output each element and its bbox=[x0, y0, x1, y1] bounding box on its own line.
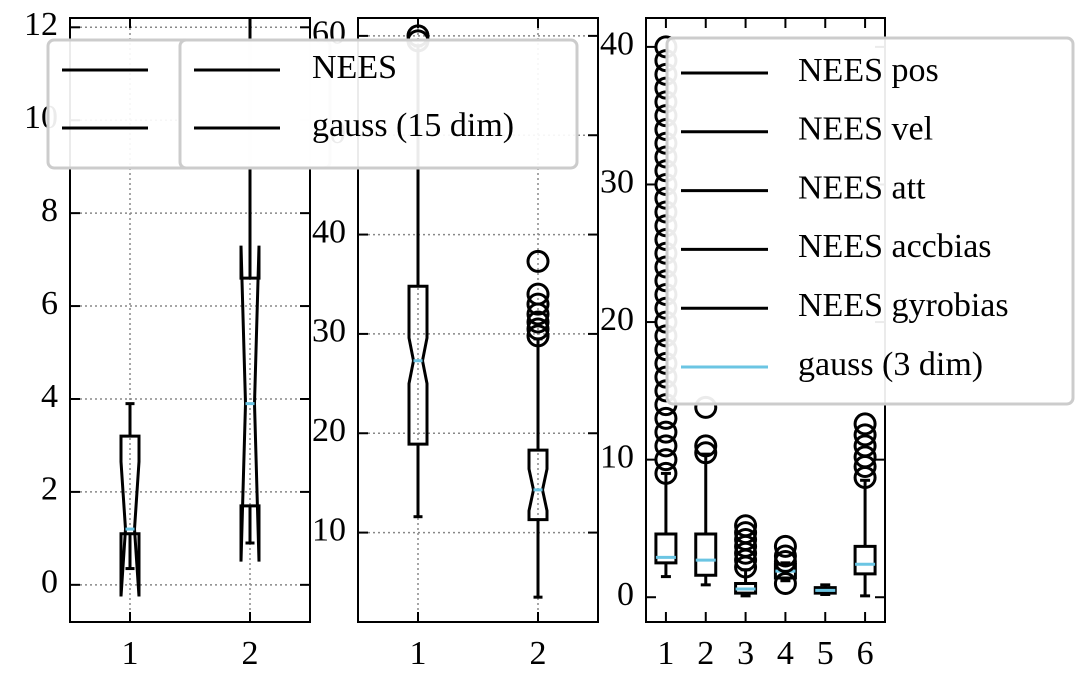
x-tick-label: 1 bbox=[657, 635, 674, 672]
x-tick-label: 1 bbox=[122, 635, 139, 672]
legend-label: gauss (15 dim) bbox=[312, 107, 514, 144]
y-tick-label: 12 bbox=[24, 6, 58, 43]
flier bbox=[734, 521, 758, 545]
axes-frame bbox=[357, 17, 599, 623]
x-tick-label: 2 bbox=[530, 635, 547, 672]
legend-label: gauss (3 dim) bbox=[798, 346, 983, 383]
y-tick-label: 20 bbox=[312, 412, 346, 449]
y-tick-label: 0 bbox=[41, 564, 58, 601]
legend-box bbox=[665, 36, 1075, 406]
x-tick-label: 3 bbox=[737, 635, 754, 672]
box bbox=[654, 532, 678, 565]
x-tick-label: 4 bbox=[777, 635, 794, 672]
x-tick-label: 5 bbox=[817, 635, 834, 672]
flier bbox=[853, 412, 877, 436]
legend-label: NEES att bbox=[798, 169, 926, 206]
flier bbox=[773, 544, 797, 568]
flier bbox=[526, 292, 550, 316]
y-tick-label: 20 bbox=[600, 301, 634, 338]
flier bbox=[853, 423, 877, 447]
legend-label: NEES accbias bbox=[798, 228, 992, 265]
legend-label: NEES bbox=[312, 49, 397, 86]
flier bbox=[734, 514, 758, 538]
flier bbox=[654, 406, 678, 430]
flier bbox=[654, 420, 678, 444]
flier bbox=[526, 282, 550, 306]
flier bbox=[526, 249, 550, 273]
box bbox=[853, 544, 877, 576]
y-tick-label: 8 bbox=[41, 192, 58, 229]
y-tick-label: 40 bbox=[312, 213, 346, 250]
box bbox=[527, 448, 549, 522]
x-tick-label: 2 bbox=[697, 635, 714, 672]
legend-label: NEES vel bbox=[798, 111, 933, 148]
flier bbox=[526, 324, 550, 348]
y-tick-label: 30 bbox=[600, 163, 634, 200]
legend-box bbox=[178, 38, 579, 170]
x-tick-label: 1 bbox=[410, 635, 427, 672]
box bbox=[119, 434, 141, 597]
flier bbox=[853, 434, 877, 458]
flier bbox=[654, 434, 678, 458]
flier bbox=[654, 461, 678, 485]
x-tick-label: 2 bbox=[242, 635, 259, 672]
y-tick-label: 2 bbox=[41, 471, 58, 508]
flier bbox=[773, 571, 797, 595]
flier bbox=[526, 310, 550, 334]
flier bbox=[853, 445, 877, 469]
box bbox=[734, 581, 758, 595]
y-tick-label: 40 bbox=[600, 26, 634, 63]
flier bbox=[694, 441, 718, 465]
y-tick-label: 30 bbox=[312, 313, 346, 350]
y-tick-label: 6 bbox=[41, 285, 58, 322]
flier bbox=[734, 527, 758, 551]
box bbox=[694, 532, 718, 577]
y-tick-label: 4 bbox=[41, 378, 58, 415]
y-tick-label: 10 bbox=[600, 438, 634, 475]
box bbox=[407, 284, 429, 446]
y-tick-label: 10 bbox=[312, 511, 346, 548]
flier bbox=[773, 534, 797, 558]
y-tick-label: 0 bbox=[617, 576, 634, 613]
legend-label: NEES gyrobias bbox=[798, 287, 1009, 324]
flier bbox=[694, 434, 718, 458]
x-tick-label: 6 bbox=[857, 635, 874, 672]
axes-frame bbox=[69, 17, 311, 623]
legend-label: NEES pos bbox=[798, 52, 939, 89]
box bbox=[239, 245, 261, 562]
flier bbox=[526, 317, 550, 341]
flier bbox=[654, 448, 678, 472]
